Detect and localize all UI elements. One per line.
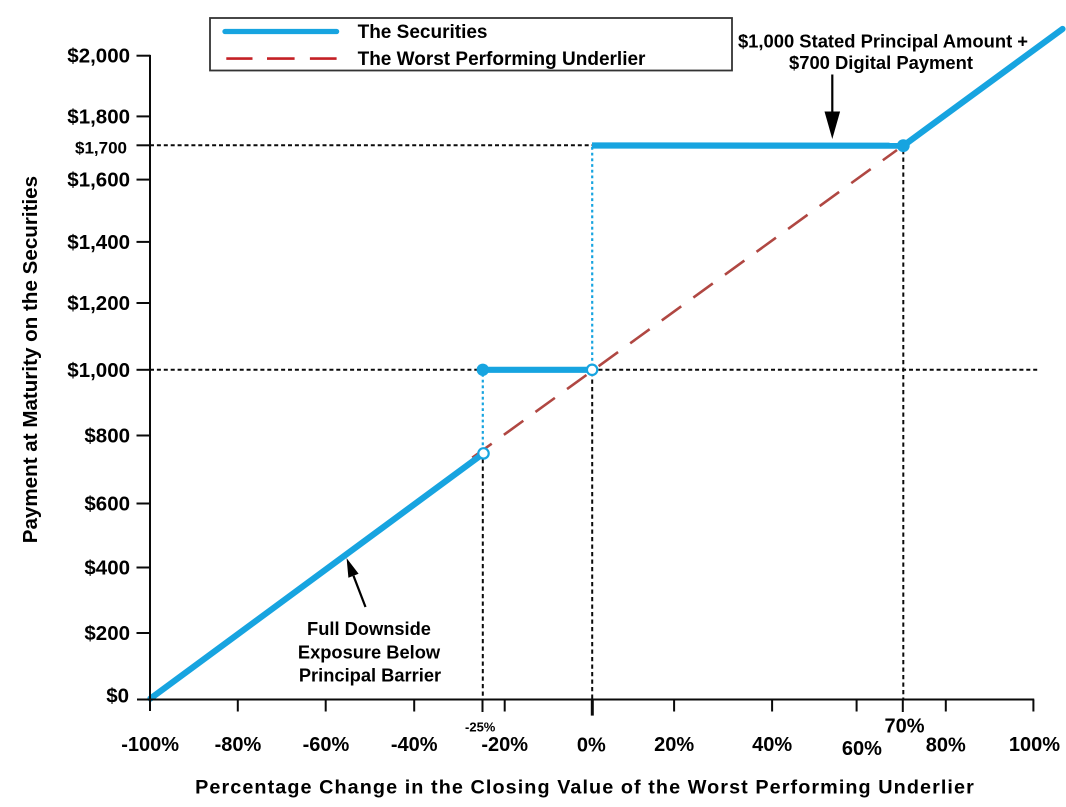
svg-text:$1,000: $1,000 bbox=[67, 359, 130, 382]
svg-text:$200: $200 bbox=[84, 622, 130, 645]
svg-text:-25%: -25% bbox=[465, 719, 496, 734]
svg-text:Principal Barrier: Principal Barrier bbox=[299, 665, 441, 686]
svg-text:$0: $0 bbox=[106, 685, 129, 708]
svg-text:$600: $600 bbox=[84, 493, 130, 516]
svg-text:Exposure Below: Exposure Below bbox=[298, 641, 441, 662]
svg-text:20%: 20% bbox=[654, 734, 694, 756]
svg-text:$1,200: $1,200 bbox=[67, 292, 130, 315]
svg-text:-20%: -20% bbox=[481, 734, 528, 756]
svg-text:$1,700: $1,700 bbox=[75, 138, 127, 157]
svg-text:$1,000 Stated Principal Amount: $1,000 Stated Principal Amount + bbox=[738, 31, 1028, 52]
svg-text:70%: 70% bbox=[884, 716, 924, 738]
svg-text:$1,800: $1,800 bbox=[67, 105, 130, 128]
svg-text:Percentage Change in the Closi: Percentage Change in the Closing Value o… bbox=[195, 776, 975, 798]
svg-text:-80%: -80% bbox=[215, 734, 262, 756]
svg-text:0%: 0% bbox=[577, 734, 606, 756]
svg-text:$2,000: $2,000 bbox=[67, 45, 130, 68]
svg-text:Full Downside: Full Downside bbox=[307, 618, 431, 639]
svg-text:The Securities: The Securities bbox=[358, 22, 488, 43]
svg-text:Payment at Maturity on the Sec: Payment at Maturity on the Securities bbox=[19, 176, 42, 543]
svg-text:100%: 100% bbox=[1009, 734, 1060, 756]
svg-text:80%: 80% bbox=[926, 734, 966, 756]
svg-text:-40%: -40% bbox=[391, 734, 438, 756]
svg-text:$1,600: $1,600 bbox=[67, 169, 130, 192]
svg-text:$800: $800 bbox=[84, 425, 130, 448]
svg-text:60%: 60% bbox=[842, 738, 882, 760]
svg-text:$400: $400 bbox=[84, 557, 130, 580]
svg-text:40%: 40% bbox=[752, 734, 792, 756]
svg-text:$1,400: $1,400 bbox=[67, 231, 130, 254]
svg-text:The Worst Performing Underlier: The Worst Performing Underlier bbox=[358, 49, 646, 70]
svg-text:-100%: -100% bbox=[121, 734, 179, 756]
svg-text:$700 Digital Payment: $700 Digital Payment bbox=[789, 52, 973, 73]
svg-text:-60%: -60% bbox=[303, 734, 350, 756]
